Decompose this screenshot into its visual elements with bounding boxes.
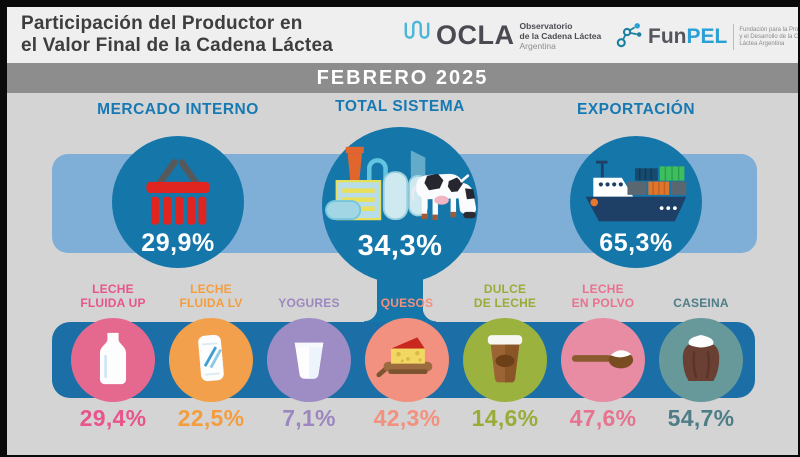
casein-sack-icon <box>677 331 725 390</box>
product-label-yogures: YOGURES <box>278 295 340 310</box>
page-title: Participación del Productor en el Valor … <box>21 13 333 57</box>
dulce-jar-icon <box>484 332 526 389</box>
quesos-value: 42,3% <box>373 405 441 431</box>
milk-sachet-icon <box>192 331 230 390</box>
ocla-wordmark: OCLA <box>436 20 515 50</box>
infographic-body: Participación del Productor en el Valor … <box>7 7 798 455</box>
ocla-wave-icon <box>403 17 431 54</box>
funpel-divider <box>733 24 735 50</box>
yogures-circle <box>267 318 351 402</box>
product-label-leche-fluida-lv: LECHE FLUIDA LV <box>179 282 243 310</box>
funpel-wordmark-fun: Fun <box>648 25 687 48</box>
product-label-quesos: QUESOS <box>380 295 434 310</box>
product-label-leche-fluida-up: LECHE FLUIDA UP <box>80 282 146 310</box>
milk-bottle-icon <box>97 331 129 390</box>
mercado-interno-value: 29,9% <box>141 229 215 257</box>
cheese-board-icon <box>376 333 438 388</box>
dulce-de-leche-circle <box>463 318 547 402</box>
total-sistema-circle: 34,3% <box>322 127 478 283</box>
total-sistema-value: 34,3% <box>357 230 443 262</box>
funpel-descriptor: Fundación para la Promoción y el Desarro… <box>739 26 798 47</box>
shopping-basket-icon <box>136 154 220 237</box>
product-label-caseina: CASEINA <box>673 295 729 310</box>
leche-fluida-up-circle <box>71 318 155 402</box>
period-banner: FEBRERO 2025 <box>7 63 798 93</box>
sector-label-total-sistema: TOTAL SISTEMA <box>335 98 465 115</box>
leche-fluida-up-value: 29,4% <box>79 405 147 431</box>
cargo-ship-icon <box>580 155 692 234</box>
funpel-network-icon <box>615 20 644 54</box>
quesos-circle <box>365 318 449 402</box>
exportacion-value: 65,3% <box>599 229 673 257</box>
factory-cow-icon <box>324 145 477 244</box>
title-line-2: el Valor Final de la Cadena Láctea <box>21 35 333 56</box>
title-line-1: Participación del Productor en <box>21 13 303 34</box>
yogures-value: 7,1% <box>282 405 336 431</box>
dulce-de-leche-value: 14,6% <box>471 405 539 431</box>
exportacion-circle: 65,3% <box>570 136 702 268</box>
powder-spoon-icon <box>570 342 636 379</box>
ocla-descriptor: Observatorio de la Cadena Láctea Argenti… <box>519 20 602 51</box>
sector-label-mercado-interno: MERCADO INTERNO <box>97 101 259 118</box>
leche-en-polvo-circle <box>561 318 645 402</box>
leche-fluida-lv-value: 22,5% <box>177 405 245 431</box>
sector-label-exportacion: EXPORTACIÓN <box>576 101 696 118</box>
mercado-interno-circle: 29,9% <box>112 136 244 268</box>
yogurt-cup-icon <box>290 336 328 385</box>
product-label-leche-en-polvo: LECHE EN POLVO <box>571 282 635 310</box>
ocla-logo: OCLA Observatorio de la Cadena Láctea Ar… <box>403 17 601 54</box>
funpel-wordmark-pel: PEL <box>686 25 728 48</box>
caseina-value: 54,7% <box>667 405 735 431</box>
header: Participación del Productor en el Valor … <box>7 7 798 63</box>
product-label-dulce-de-leche: DULCE DE LECHE <box>473 282 537 310</box>
leche-en-polvo-value: 47,6% <box>569 405 637 431</box>
leche-fluida-lv-circle <box>169 318 253 402</box>
caseina-circle <box>659 318 743 402</box>
